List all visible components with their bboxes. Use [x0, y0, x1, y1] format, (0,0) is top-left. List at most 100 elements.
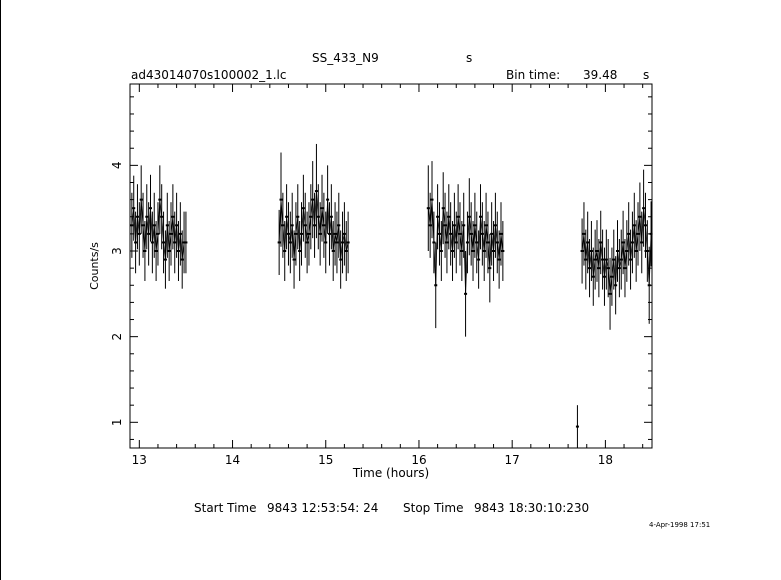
connector-line: [325, 199, 329, 243]
connector-line: [635, 233, 639, 252]
connector-line: [174, 225, 178, 243]
connector-line: [297, 216, 301, 252]
x-axis-label: Time (hours): [352, 466, 429, 480]
connector-line: [288, 233, 291, 243]
connector-line: [453, 225, 457, 243]
connector-line: [620, 242, 624, 260]
connector-line: [142, 225, 146, 252]
connector-line: [433, 242, 437, 286]
connector-line: [632, 225, 635, 243]
connector-line: [172, 216, 176, 243]
connector-line: [286, 216, 289, 234]
connector-line: [611, 259, 615, 277]
connector-line: [465, 242, 468, 294]
connector-line: [170, 216, 174, 234]
x-tick-label: 13: [132, 453, 147, 467]
connector-line: [493, 225, 496, 252]
connector-line: [459, 233, 463, 252]
connector-line: [317, 216, 321, 234]
connector-line: [633, 225, 637, 252]
connector-line: [589, 250, 592, 269]
file-name: ad43014070s100002_1.lc: [131, 68, 287, 82]
connector-line: [312, 199, 315, 226]
connector-line: [137, 216, 140, 234]
connector-line: [135, 216, 138, 243]
connector-line: [427, 208, 431, 226]
connector-line: [323, 225, 327, 243]
connector-line: [329, 216, 332, 234]
start-time-value: 9843 12:53:54: 24: [267, 501, 379, 515]
connector-line: [282, 225, 286, 252]
y-axis-ticks: [130, 96, 652, 440]
connector-line: [498, 233, 502, 260]
connector-line: [450, 233, 453, 252]
stop-time-label: Stop Time: [403, 501, 464, 515]
y-tick-label: 3: [110, 247, 124, 255]
connector-line: [626, 233, 630, 252]
connector-line: [604, 259, 607, 277]
connector-line: [643, 208, 646, 226]
connector-line: [332, 233, 336, 252]
connector-line: [478, 216, 481, 260]
connector-line: [480, 216, 483, 234]
window-left-edge: [0, 0, 1, 580]
data-series: [130, 143, 653, 448]
connector-line: [467, 216, 470, 243]
connector-line: [304, 225, 308, 243]
connector-line: [163, 242, 166, 260]
connector-line: [637, 216, 641, 234]
connector-line: [289, 225, 293, 243]
connector-line: [645, 225, 648, 252]
connector-line: [284, 216, 287, 252]
connector-line: [605, 259, 609, 269]
connector-line: [302, 208, 306, 226]
connector-line: [293, 233, 297, 260]
connector-line: [489, 233, 493, 269]
connector-line: [622, 242, 626, 269]
connector-line: [278, 199, 282, 243]
date-stamp: 4-Apr-1998 17:51: [649, 521, 711, 529]
connector-line: [581, 233, 585, 252]
connector-line: [181, 242, 185, 260]
connector-line: [596, 250, 600, 269]
y-tick-label: 4: [110, 162, 124, 170]
y-tick-label: 2: [110, 333, 124, 341]
connector-line: [131, 208, 135, 226]
x-axis-ticks: [138, 84, 644, 448]
x-tick-label: 14: [225, 453, 240, 467]
connector-line: [594, 250, 598, 260]
connector-line: [155, 233, 159, 252]
connector-line: [144, 216, 148, 252]
connector-line: [618, 259, 622, 269]
x-tick-label: 17: [505, 453, 520, 467]
connector-line: [439, 233, 442, 252]
y-axis-label: Counts/s: [88, 242, 101, 290]
x-tick-labels: 13 14 15 16 17 18: [132, 453, 613, 467]
connector-line: [133, 208, 136, 243]
x-tick-label: 18: [598, 453, 613, 467]
connector-line: [166, 225, 170, 252]
connector-line: [583, 233, 587, 260]
connector-line: [613, 259, 617, 286]
connector-line: [500, 233, 504, 252]
connector-line: [468, 216, 472, 234]
connector-line: [476, 242, 480, 260]
connector-line: [431, 199, 435, 243]
connector-line: [343, 233, 347, 252]
connector-line: [483, 225, 487, 252]
connector-line: [585, 242, 589, 260]
connector-line: [600, 242, 603, 260]
connector-line: [455, 216, 459, 243]
connector-line: [150, 208, 153, 243]
connector-line: [330, 216, 334, 252]
y-tick-labels: 1 2 3 4: [110, 162, 124, 427]
bin-time-value: 39.48: [583, 68, 618, 82]
connector-line: [295, 216, 299, 234]
connector-line: [457, 216, 461, 234]
connector-line: [176, 225, 179, 252]
bin-time-unit: s: [643, 68, 650, 82]
connector-line: [444, 225, 448, 243]
connector-line: [472, 225, 476, 252]
x-tick-label: 15: [318, 453, 333, 467]
